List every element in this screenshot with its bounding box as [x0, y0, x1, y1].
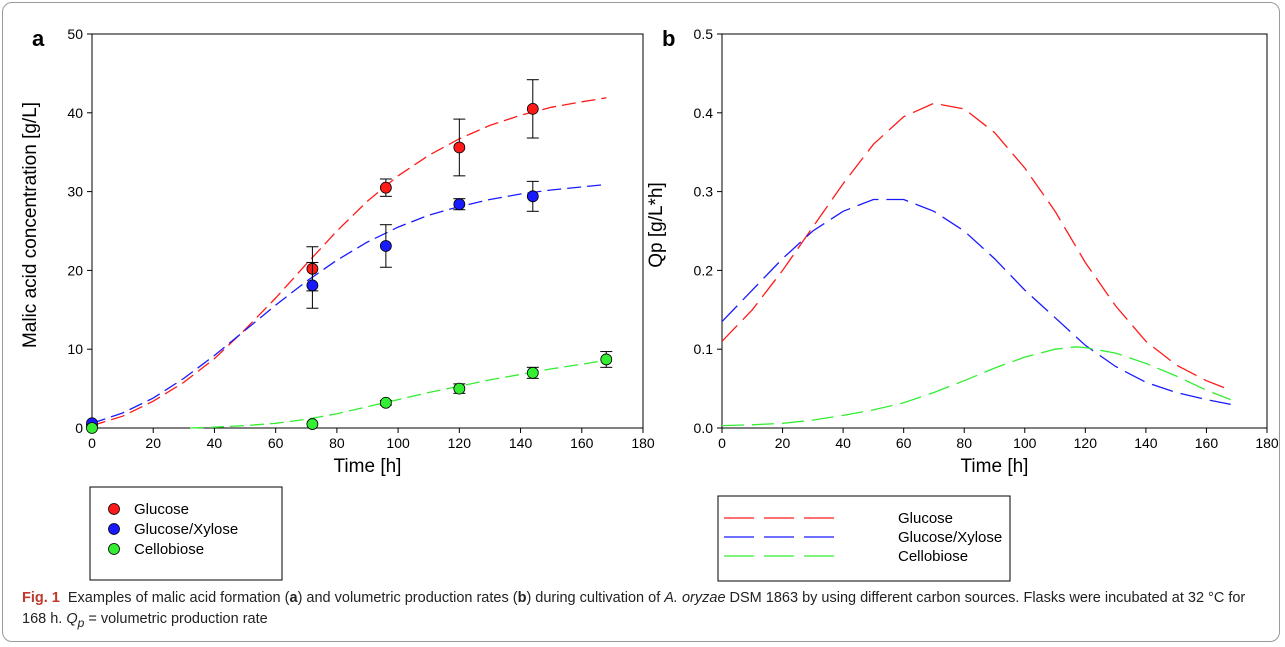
panel-a-y-tick-label: 20: [67, 262, 83, 278]
panel-a-series-1-point: [379, 240, 392, 252]
panel-a-series-2-point: [600, 353, 613, 366]
panel-b-y-axis-title: Qp [g/L*h]: [646, 182, 667, 268]
panel-b-x-tick-label: 100: [1013, 435, 1037, 451]
panel-b-x-tick-label: 180: [1255, 435, 1279, 451]
panel-a-series-2-point: [379, 396, 392, 409]
panel-a-y-tick-label: 0: [75, 420, 83, 436]
panel-a-x-tick-label: 40: [207, 435, 223, 451]
panel-a-series-1-fit-line: [91, 183, 607, 424]
panel-b-x-tick-label: 0: [718, 435, 726, 451]
panel-a-plot-frame: [91, 33, 644, 429]
panel-a-legend-0-marker: [108, 503, 120, 515]
panel-a-series-2-fit-line: [189, 359, 607, 429]
panel-b-y-tick-label: 0.3: [694, 184, 714, 200]
panel-b-x-axis-title: Time [h]: [961, 456, 1029, 477]
panel-b-legend-2-label: Cellobiose: [898, 548, 968, 565]
panel-a-y-tick-label: 30: [67, 184, 83, 200]
panel-a-y-tick-label: 50: [67, 26, 83, 42]
panel-a-legend-1-marker: [108, 523, 120, 535]
panel-b-tag: b: [662, 26, 675, 51]
panel-a-x-tick-label: 80: [329, 435, 345, 451]
panel-b-plot-frame: [721, 33, 1268, 429]
panel-a-x-tick-label: 180: [631, 435, 655, 451]
panel-a-series-1-point: [526, 190, 539, 203]
panel-b-y-tick-label: 0.4: [694, 105, 714, 121]
panel-a-tag: a: [32, 26, 45, 51]
panel-a-x-tick-label: 160: [570, 435, 594, 451]
panel-a-series-2-point: [86, 422, 98, 434]
panel-a-y-tick-label: 10: [67, 341, 83, 357]
panel-a-series-2-point: [453, 382, 466, 395]
panel-b-legend-0-label: Glucose: [898, 510, 953, 527]
panel-a-y-tick-label: 40: [67, 105, 83, 121]
figure-label: Fig. 1: [22, 590, 60, 606]
panel-a-legend-box: [89, 486, 283, 581]
panel-b-x-tick-label: 160: [1195, 435, 1219, 451]
panel-b-x-tick-label: 80: [956, 435, 972, 451]
panel-a-legend-0-label: Glucose: [134, 501, 189, 518]
panel-b-series-1-line: [721, 198, 1231, 406]
panel-b-x-tick-label: 140: [1134, 435, 1158, 451]
panel-a-legend-2-label: Cellobiose: [134, 541, 204, 558]
panel-a-x-tick-label: 100: [386, 435, 410, 451]
panel-a-legend-1-label: Glucose/Xylose: [134, 521, 238, 538]
panel-b-x-tick-label: 120: [1074, 435, 1098, 451]
panel-a-series-2-point: [526, 366, 539, 379]
panel-a-x-tick-label: 0: [88, 435, 96, 451]
panel-b-series-0-line: [721, 102, 1231, 391]
panel-a-series-2-point: [306, 418, 319, 430]
figure-caption: Fig. 1 Examples of malic acid formation (…: [22, 590, 1246, 630]
panel-a-x-tick-label: 140: [509, 435, 533, 451]
panel-a-x-axis-title: Time [h]: [334, 456, 402, 477]
panel-b-y-tick-label: 0.1: [694, 341, 714, 357]
panel-a-series-0-fit-line: [91, 97, 607, 427]
panel-b-series-2-line: [721, 346, 1231, 427]
panel-a-series-0-point: [379, 181, 392, 194]
panel-a-x-tick-label: 120: [448, 435, 472, 451]
panel-b-legend-1-label: Glucose/Xylose: [898, 529, 1002, 546]
panel-a-series-0-point: [526, 102, 539, 115]
panel-b-y-tick-label: 0.5: [694, 26, 714, 42]
panel-b-legend-box: [717, 495, 1011, 582]
panel-a-series-1-point: [453, 198, 466, 211]
panel-b-y-tick-label: 0.2: [694, 262, 714, 278]
panel-a-series-1-point: [306, 279, 319, 292]
panel-a-x-tick-label: 20: [145, 435, 161, 451]
panel-a-legend-2-marker: [108, 543, 120, 555]
panel-b-x-tick-label: 60: [896, 435, 912, 451]
panel-a-series-0-point: [453, 141, 466, 154]
panel-b-y-tick-label: 0.0: [694, 420, 714, 436]
panel-b-x-tick-label: 40: [835, 435, 851, 451]
panel-a-y-axis-title: Malic acid concentration [g/L]: [20, 102, 41, 348]
panel-b-x-tick-label: 20: [775, 435, 791, 451]
panel-a-x-tick-label: 60: [268, 435, 284, 451]
